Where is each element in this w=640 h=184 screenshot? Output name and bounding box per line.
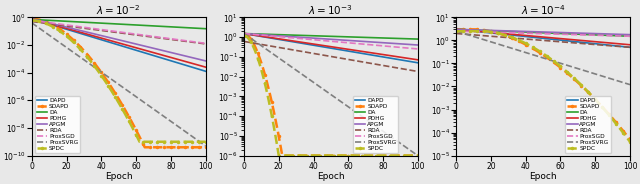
X-axis label: Epoch: Epoch	[529, 172, 557, 181]
Legend: DAPD, SDAPD, DA, PDHG, APGM, RDA, ProxSGD, ProxSVRG, SPDC: DAPD, SDAPD, DA, PDHG, APGM, RDA, ProxSG…	[35, 96, 80, 153]
Legend: DAPD, SDAPD, DA, PDHG, APGM, RDA, ProxSGD, ProxSVRG, SPDC: DAPD, SDAPD, DA, PDHG, APGM, RDA, ProxSG…	[565, 96, 611, 153]
Legend: DAPD, SDAPD, DA, PDHG, APGM, RDA, ProxSGD, ProxSVRG, SPDC: DAPD, SDAPD, DA, PDHG, APGM, RDA, ProxSG…	[353, 96, 399, 153]
X-axis label: Epoch: Epoch	[105, 172, 132, 181]
Title: $\lambda = 10^{-3}$: $\lambda = 10^{-3}$	[308, 3, 353, 17]
X-axis label: Epoch: Epoch	[317, 172, 345, 181]
Title: $\lambda = 10^{-4}$: $\lambda = 10^{-4}$	[520, 3, 566, 17]
Title: $\lambda = 10^{-2}$: $\lambda = 10^{-2}$	[97, 3, 141, 17]
